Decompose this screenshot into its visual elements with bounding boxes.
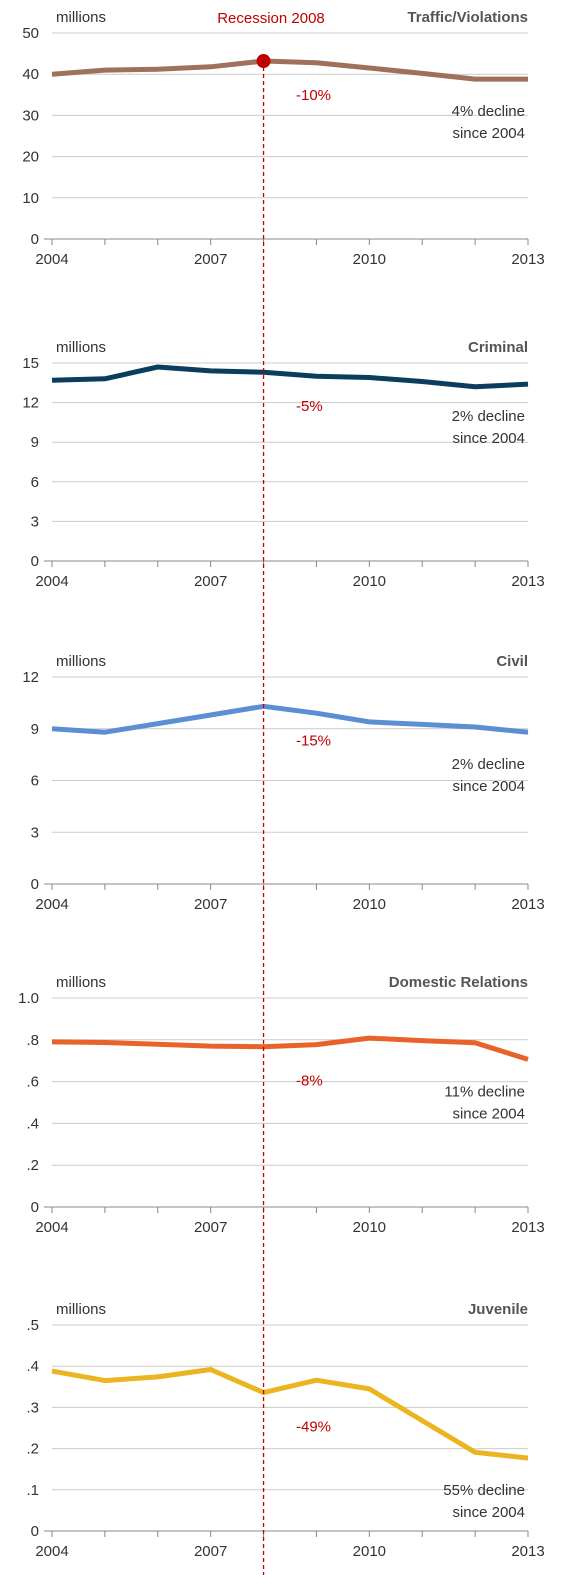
series-line xyxy=(51,364,529,390)
y-tick-label: 6 xyxy=(31,474,39,491)
decline-since-label: since 2004 xyxy=(452,430,525,447)
y-tick-label: .3 xyxy=(26,1399,39,1416)
unit-label: millions xyxy=(56,9,106,26)
y-tick-label: 15 xyxy=(22,355,39,372)
decline-label: 11% decline xyxy=(444,1083,525,1100)
x-tick-label: 2004 xyxy=(35,1543,68,1560)
recession-change-label: -5% xyxy=(296,398,323,415)
y-tick-label: 6 xyxy=(31,773,39,790)
y-tick-label: 3 xyxy=(31,513,39,530)
unit-label: millions xyxy=(56,974,106,991)
x-tick-label: 2010 xyxy=(353,1543,386,1560)
y-tick-label: 30 xyxy=(22,107,39,124)
x-tick-label: 2013 xyxy=(511,1543,544,1560)
y-tick-label: 9 xyxy=(31,721,39,738)
decline-label: 2% decline xyxy=(452,408,525,425)
decline-since-label: since 2004 xyxy=(452,778,525,795)
y-tick-label: 9 xyxy=(31,434,39,451)
chart-title: Juvenile xyxy=(468,1301,528,1318)
recession-change-label: -15% xyxy=(296,732,331,749)
x-tick-label: 2007 xyxy=(194,573,227,590)
x-tick-label: 2004 xyxy=(35,1219,68,1236)
x-tick-label: 2007 xyxy=(194,251,227,268)
y-tick-label: .1 xyxy=(26,1482,39,1499)
decline-since-label: since 2004 xyxy=(452,1504,525,1521)
decline-label: 4% decline xyxy=(452,103,525,120)
x-tick-label: 2013 xyxy=(511,573,544,590)
chart-title: Criminal xyxy=(468,339,528,356)
x-tick-label: 2007 xyxy=(194,1543,227,1560)
y-tick-label: 12 xyxy=(22,395,39,412)
y-tick-label: 0 xyxy=(31,1523,39,1540)
y-tick-label: 0 xyxy=(31,876,39,893)
x-tick-label: 2007 xyxy=(194,896,227,913)
unit-label: millions xyxy=(56,653,106,670)
y-tick-label: 40 xyxy=(22,66,39,83)
chart-title: Domestic Relations xyxy=(389,974,528,991)
y-tick-label: .4 xyxy=(26,1115,39,1132)
x-tick-label: 2013 xyxy=(511,1219,544,1236)
y-tick-label: .2 xyxy=(26,1157,39,1174)
x-tick-label: 2004 xyxy=(35,251,68,268)
recession-change-label: -49% xyxy=(296,1419,331,1436)
chart-title: Civil xyxy=(496,653,528,670)
x-tick-label: 2010 xyxy=(353,896,386,913)
recession-label: Recession 2008 xyxy=(217,10,325,27)
x-tick-label: 2010 xyxy=(353,251,386,268)
decline-label: 2% decline xyxy=(452,756,525,773)
y-tick-label: 12 xyxy=(22,669,39,686)
series-line xyxy=(51,58,528,82)
x-tick-label: 2010 xyxy=(353,1219,386,1236)
series-line xyxy=(51,703,529,735)
unit-label: millions xyxy=(56,1301,106,1318)
x-tick-label: 2004 xyxy=(35,896,68,913)
recession-change-label: -10% xyxy=(296,87,331,104)
recession-change-label: -8% xyxy=(296,1073,323,1090)
y-tick-label: .8 xyxy=(26,1032,39,1049)
x-tick-label: 2013 xyxy=(511,896,544,913)
y-tick-label: .2 xyxy=(26,1441,39,1458)
y-tick-label: 10 xyxy=(22,190,39,207)
x-tick-label: 2013 xyxy=(511,251,544,268)
y-tick-label: 50 xyxy=(22,25,39,42)
series-line xyxy=(51,1367,529,1461)
decline-label: 55% decline xyxy=(443,1482,525,1499)
x-tick-label: 2010 xyxy=(353,573,386,590)
y-tick-label: 0 xyxy=(31,1199,39,1216)
chart-title: Traffic/Violations xyxy=(407,9,528,26)
y-tick-label: .5 xyxy=(26,1317,39,1334)
y-tick-label: .4 xyxy=(26,1358,39,1375)
x-tick-label: 2007 xyxy=(194,1219,227,1236)
decline-since-label: since 2004 xyxy=(452,1105,525,1122)
recession-marker xyxy=(256,54,271,69)
y-tick-label: 0 xyxy=(31,553,39,570)
y-tick-label: 0 xyxy=(31,231,39,248)
unit-label: millions xyxy=(56,339,106,356)
series-line xyxy=(51,1035,529,1062)
y-tick-label: .6 xyxy=(26,1074,39,1091)
y-tick-label: 20 xyxy=(22,149,39,166)
decline-since-label: since 2004 xyxy=(452,125,525,142)
x-tick-label: 2004 xyxy=(35,573,68,590)
y-tick-label: 3 xyxy=(31,824,39,841)
y-tick-label: 1.0 xyxy=(18,990,39,1007)
